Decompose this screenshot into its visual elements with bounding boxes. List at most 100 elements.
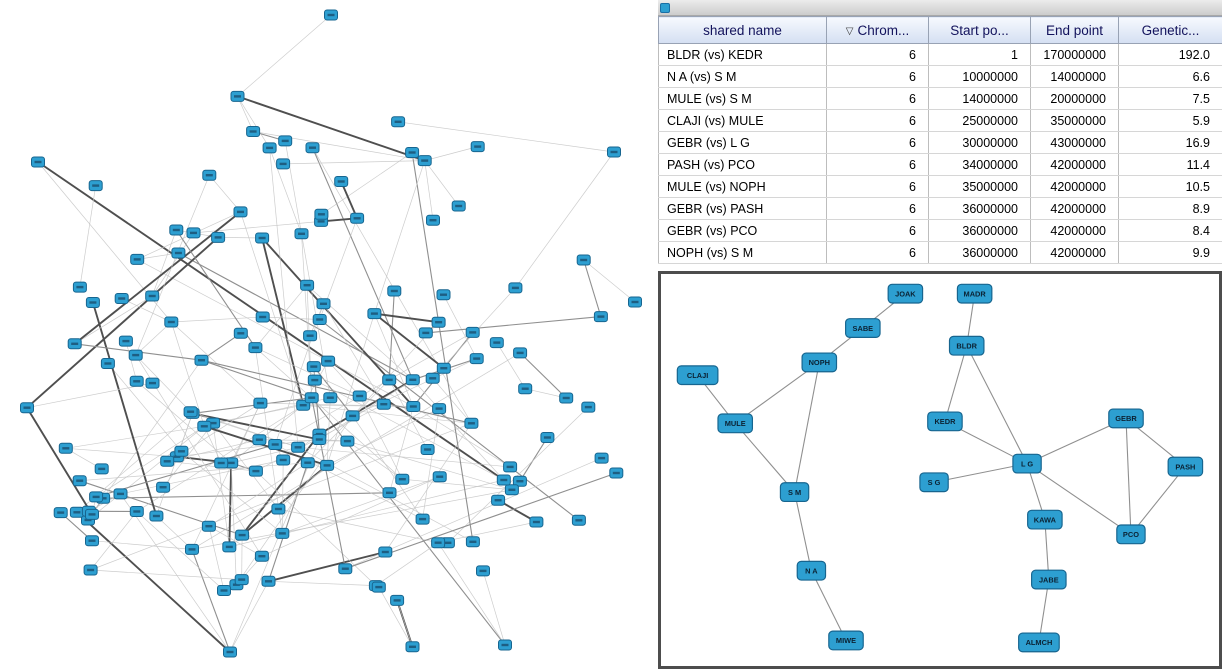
network-node[interactable]	[609, 467, 624, 479]
network-edge[interactable]	[734, 422, 795, 493]
network-node[interactable]	[382, 374, 397, 386]
table-row[interactable]: GEBR (vs) PASH 6 36000000 42000000 8.9	[658, 197, 1222, 220]
network-node[interactable]	[323, 392, 338, 404]
network-node[interactable]	[340, 435, 355, 447]
node-NOPH[interactable]: NOPH	[801, 352, 838, 373]
node-MADR[interactable]: MADR	[956, 283, 993, 304]
network-node[interactable]	[431, 537, 446, 549]
network-edge[interactable]	[810, 570, 847, 641]
network-node[interactable]	[559, 392, 574, 404]
node-S-M[interactable]: S M	[779, 482, 810, 503]
table-row[interactable]: MULE (vs) NOPH 6 35000000 42000000 10.5	[658, 175, 1222, 198]
network-node[interactable]	[426, 214, 440, 226]
table-cell[interactable]: 36000000	[928, 241, 1031, 264]
network-node[interactable]	[164, 316, 179, 328]
network-node[interactable]	[118, 335, 133, 347]
network-node[interactable]	[276, 454, 291, 466]
table-cell[interactable]: MULE (vs) NOPH	[658, 175, 827, 198]
table-row[interactable]: N A (vs) S M 6 10000000 14000000 6.6	[658, 65, 1222, 88]
table-row[interactable]: GEBR (vs) L G 6 30000000 43000000 16.9	[658, 131, 1222, 154]
table-row[interactable]: PASH (vs) PCO 6 34000000 42000000 11.4	[658, 153, 1222, 176]
node-BLDR[interactable]: BLDR	[948, 335, 985, 356]
network-node[interactable]	[334, 176, 349, 187]
node-KEDR[interactable]: KEDR	[927, 411, 963, 432]
table-cell[interactable]: 16.9	[1118, 131, 1222, 154]
network-edge[interactable]	[1044, 519, 1050, 580]
network-node[interactable]	[303, 330, 318, 342]
table-cell[interactable]: 6	[826, 153, 929, 176]
table-cell[interactable]: 14000000	[1030, 65, 1119, 88]
table-cell[interactable]: 25000000	[928, 109, 1031, 132]
table-cell[interactable]: PASH (vs) PCO	[658, 153, 827, 176]
main-network-canvas[interactable]	[0, 0, 656, 669]
table-cell[interactable]: 20000000	[1030, 87, 1119, 110]
network-node[interactable]	[418, 327, 433, 339]
network-node[interactable]	[390, 594, 405, 606]
network-node[interactable]	[504, 484, 519, 496]
network-node[interactable]	[94, 463, 109, 475]
network-node[interactable]	[156, 481, 171, 493]
table-cell[interactable]: GEBR (vs) PASH	[658, 197, 827, 220]
network-node[interactable]	[271, 503, 286, 515]
node-MULE[interactable]: MULE	[717, 413, 754, 434]
network-node[interactable]	[594, 452, 609, 464]
network-edge[interactable]	[794, 362, 820, 493]
table-cell[interactable]: 6.6	[1118, 65, 1222, 88]
network-node[interactable]	[367, 308, 382, 320]
network-node[interactable]	[85, 508, 99, 520]
network-edge[interactable]	[966, 345, 1028, 464]
table-cell[interactable]: 6	[826, 175, 929, 198]
network-node[interactable]	[498, 639, 512, 651]
table-cell[interactable]: 10.5	[1118, 175, 1222, 198]
network-node[interactable]	[194, 354, 209, 366]
network-node[interactable]	[321, 355, 336, 367]
table-cell[interactable]: 5.9	[1118, 109, 1222, 132]
network-node[interactable]	[85, 535, 99, 547]
table-cell[interactable]: 6	[826, 131, 929, 154]
network-node[interactable]	[581, 401, 596, 413]
network-node[interactable]	[278, 135, 293, 147]
node-JOAK[interactable]: JOAK	[887, 283, 924, 304]
network-node[interactable]	[451, 200, 466, 212]
network-node[interactable]	[382, 487, 397, 499]
network-node[interactable]	[222, 541, 237, 553]
network-node[interactable]	[338, 563, 353, 575]
network-node[interactable]	[405, 147, 420, 158]
network-node[interactable]	[160, 455, 175, 467]
network-node[interactable]	[352, 390, 367, 402]
network-node[interactable]	[58, 442, 73, 454]
table-cell[interactable]: 6	[826, 87, 929, 110]
table-cell[interactable]: 192.0	[1118, 43, 1222, 66]
network-node[interactable]	[405, 374, 420, 386]
table-row[interactable]: MULE (vs) S M 6 14000000 20000000 7.5	[658, 87, 1222, 110]
node-GEBR[interactable]: GEBR	[1108, 408, 1144, 429]
network-node[interactable]	[540, 432, 555, 443]
network-edge[interactable]	[944, 345, 968, 422]
network-node[interactable]	[83, 564, 98, 576]
table-cell[interactable]: 1	[928, 43, 1031, 66]
network-node[interactable]	[149, 510, 164, 522]
network-node[interactable]	[275, 527, 290, 539]
table-cell[interactable]: NOPH (vs) S M	[658, 241, 827, 264]
network-node[interactable]	[508, 282, 523, 294]
column-header-chrom-[interactable]: ▽ Chrom...	[826, 16, 929, 44]
node-S-G[interactable]: S G	[919, 472, 949, 493]
column-header-start-po-[interactable]: Start po...	[928, 16, 1031, 44]
table-cell[interactable]: 11.4	[1118, 153, 1222, 176]
network-node[interactable]	[72, 281, 87, 293]
network-node[interactable]	[129, 375, 144, 387]
network-node[interactable]	[307, 374, 322, 386]
network-node[interactable]	[518, 383, 533, 395]
network-node[interactable]	[89, 491, 104, 503]
table-cell[interactable]: 42000000	[1030, 153, 1119, 176]
network-node[interactable]	[113, 488, 128, 500]
column-header-genetic-[interactable]: Genetic...	[1118, 16, 1222, 44]
table-cell[interactable]: BLDR (vs) KEDR	[658, 43, 827, 66]
network-node[interactable]	[128, 349, 143, 361]
network-node[interactable]	[67, 338, 82, 350]
network-node[interactable]	[214, 457, 229, 469]
network-node[interactable]	[291, 441, 306, 453]
network-node[interactable]	[512, 475, 527, 487]
node-PASH[interactable]: PASH	[1167, 456, 1204, 477]
table-cell[interactable]: 6	[826, 65, 929, 88]
